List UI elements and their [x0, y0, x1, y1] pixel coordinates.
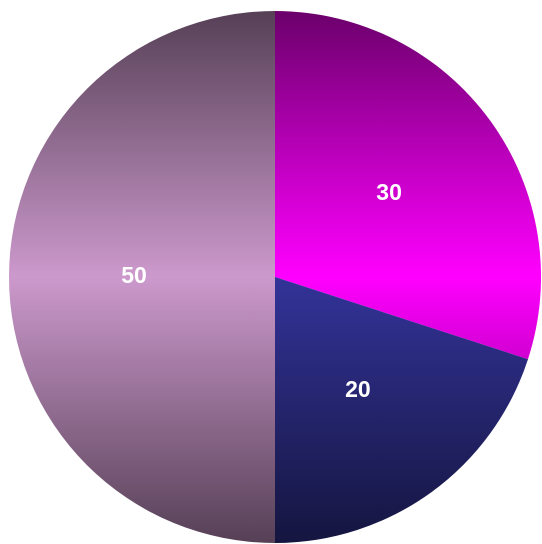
- pie-slices: [9, 11, 541, 543]
- pie-slice-20: [275, 277, 528, 543]
- pie-slice-labels: 30 20 50: [121, 179, 402, 402]
- pie-slice-50: [9, 11, 275, 543]
- pie-slice-label-30: 30: [376, 179, 402, 205]
- pie-slice-30: [275, 11, 541, 360]
- pie-slice-label-50: 50: [121, 262, 147, 288]
- pie-slice-label-20: 20: [345, 376, 371, 402]
